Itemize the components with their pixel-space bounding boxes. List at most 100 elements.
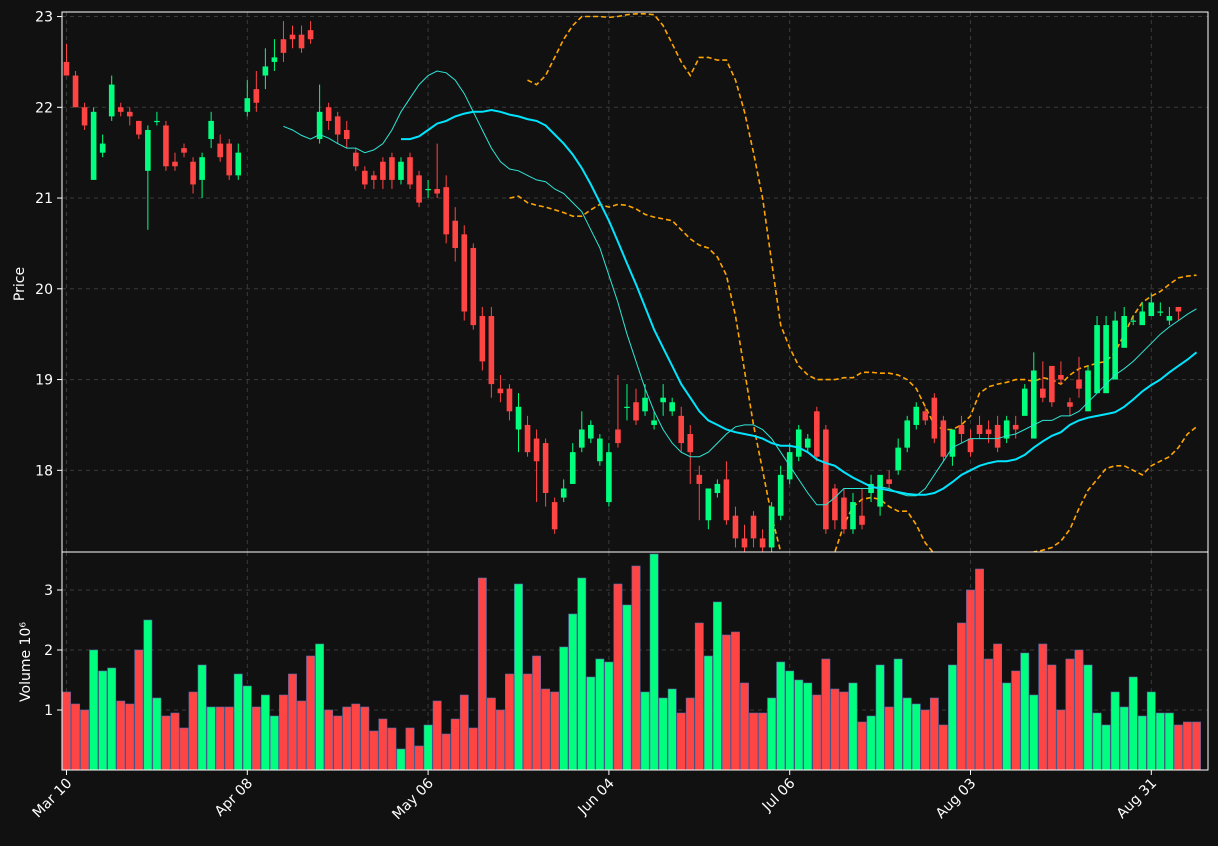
candle-body [949, 429, 956, 457]
candle-body [524, 424, 531, 453]
volume-bar [315, 643, 325, 771]
candle-body [515, 406, 522, 430]
candle-body [551, 502, 558, 530]
volume-panel-frame [61, 551, 1209, 771]
candle-body [126, 111, 133, 117]
candle-body [1030, 370, 1037, 439]
volume-bar [532, 655, 541, 771]
volume-bar [902, 697, 912, 771]
candle-body [1175, 306, 1182, 312]
volume-bar [929, 697, 939, 771]
volume-bar [966, 589, 975, 771]
candle-body [624, 406, 630, 408]
candle-body [352, 152, 359, 167]
candle-body [316, 111, 323, 140]
price-tick-label: 21 [35, 191, 53, 207]
ma-long-line [401, 108, 1198, 496]
volume-bar [71, 703, 80, 771]
volume-bar [107, 667, 117, 771]
volume-bar [1110, 691, 1120, 771]
volume-bar [975, 568, 984, 771]
volume-bar [749, 712, 758, 771]
candle-body [542, 443, 549, 494]
candle-body [1130, 320, 1137, 322]
volume-bar [948, 664, 957, 771]
volume-bar [595, 658, 605, 771]
volume-bar [767, 697, 777, 771]
candle-body [958, 424, 965, 435]
x-tick-label: Aug 03 [933, 776, 979, 822]
volume-bar [152, 697, 162, 771]
volume-bar [188, 691, 198, 771]
candle-body [1085, 370, 1091, 412]
candle-body [922, 411, 929, 421]
price-tick-label: 18 [35, 463, 53, 479]
volume-bar [685, 697, 695, 771]
candle-body [199, 157, 205, 180]
candle-body [1003, 420, 1010, 439]
candle-body [343, 129, 350, 140]
candle-body [190, 161, 196, 185]
volume-bar [1083, 664, 1093, 771]
volume-bar [1038, 643, 1048, 771]
candle-body [841, 497, 847, 530]
volume-bar [324, 709, 334, 771]
candle-body [1121, 316, 1127, 348]
volume-bar [866, 715, 876, 771]
volume-tick-label: 2 [44, 643, 53, 659]
candle-body [506, 388, 513, 412]
price-tick-label: 22 [35, 100, 53, 116]
candle-body [578, 429, 585, 448]
price-y-axis: 18 19 20 21 22 23 [35, 10, 62, 479]
candle-body [425, 188, 431, 191]
volume-bar [369, 730, 379, 771]
candle-body [723, 479, 730, 521]
volume-bar [1074, 649, 1084, 771]
volume-bar [1002, 682, 1012, 771]
volume-bar [89, 649, 99, 771]
candle-body [642, 397, 648, 412]
volume-bar [649, 553, 659, 771]
volume-bar [270, 715, 279, 771]
candle-body [741, 538, 748, 548]
candle-body [1067, 402, 1073, 407]
x-tick-label: Mar 10 [30, 776, 76, 822]
volume-bar [242, 685, 252, 771]
candle-body [931, 397, 938, 439]
volume-bar [694, 622, 704, 771]
volume-bar [423, 724, 433, 771]
volume-bar [116, 700, 126, 771]
volume-bar [1174, 724, 1183, 771]
candle-body [976, 424, 983, 435]
x-tick-label: Jul 06 [759, 775, 799, 815]
candle-body [1094, 325, 1100, 394]
volume-bar [911, 703, 921, 771]
candle-body [362, 170, 368, 185]
volume-bar [80, 709, 89, 771]
candle-body [777, 474, 784, 516]
volume-bar [251, 706, 261, 771]
volume-bar [1056, 709, 1066, 771]
volume-bar [450, 718, 460, 771]
volume-bar [559, 646, 569, 771]
volume-bar [351, 703, 361, 771]
volume-bar [613, 583, 623, 771]
candle-body [108, 84, 115, 117]
volume-bar [984, 658, 993, 771]
candle-body [289, 34, 296, 40]
candle-body [90, 111, 97, 180]
candle-body [253, 89, 260, 103]
candle-body [145, 129, 151, 171]
volume-bar [884, 706, 894, 771]
volume-bar [577, 577, 587, 771]
candle-body [560, 488, 567, 498]
candle-body [768, 506, 775, 548]
volume-bar [306, 655, 315, 771]
volume-bar [658, 697, 668, 771]
volume-bar [676, 712, 686, 771]
volume-bar [640, 691, 650, 771]
volume-bar [830, 688, 840, 771]
x-tick-label: Apr 08 [212, 776, 256, 820]
volume-bar [776, 661, 786, 771]
